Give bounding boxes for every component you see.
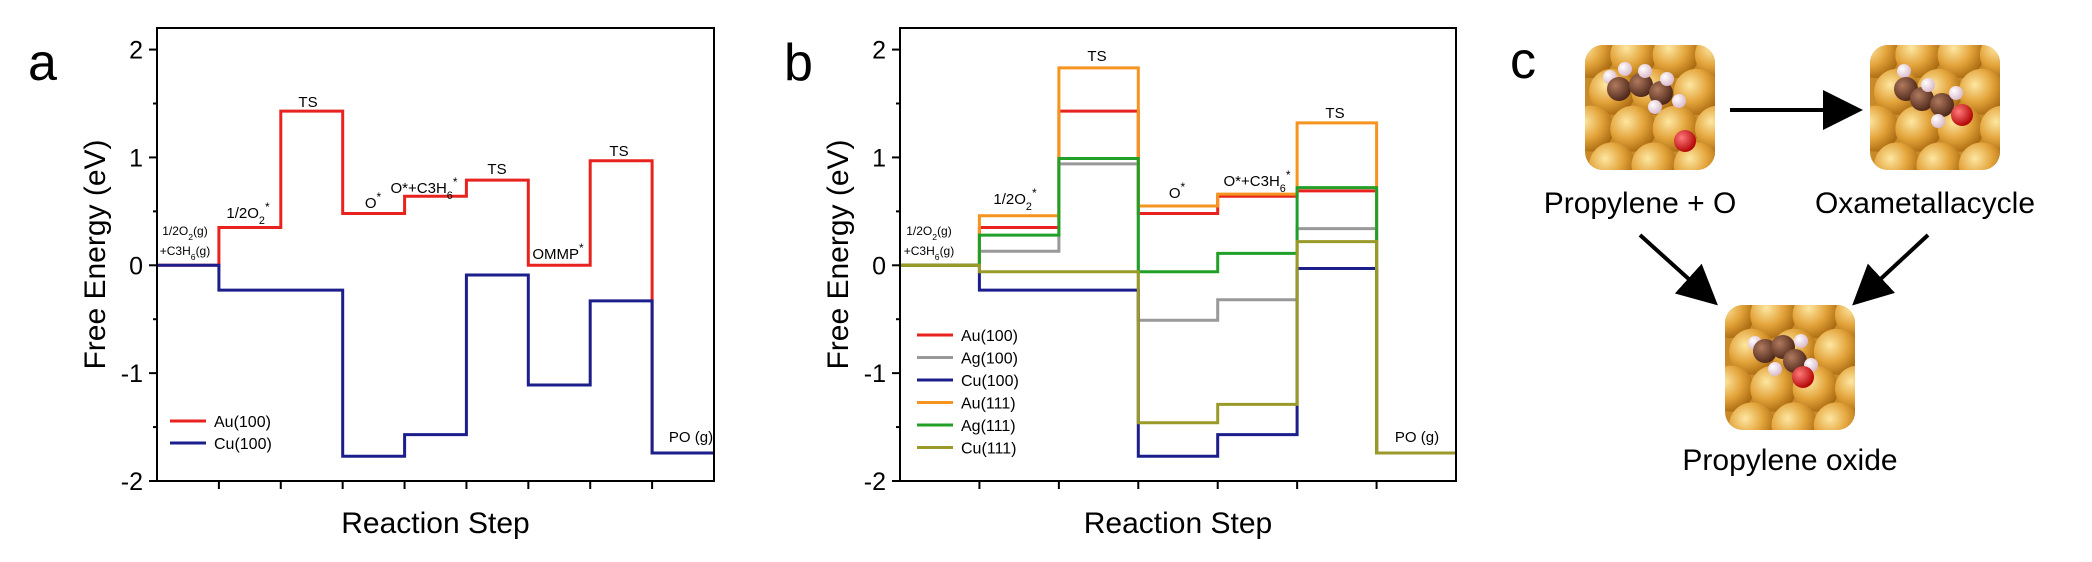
y-tick-label: -1 (864, 360, 886, 388)
label-propylene-oxide: Propylene oxide (1682, 444, 1897, 477)
step-annotation: O*+C3H6* (391, 175, 458, 202)
panel-label-a: a (28, 34, 57, 92)
chart-panel-a: 2 1 0 -1 -2 Reaction Step Free Energy (eV) 1/2O… (79, 27, 715, 540)
series-line-au100 (157, 109, 714, 455)
y-tick-label: 1 (129, 144, 143, 172)
chart-panel-b: 2 1 0 -1 -2 Reaction Step Free Energy (eV) 1/2O… (822, 27, 1457, 540)
step-annotation: TS (298, 94, 317, 111)
step-annotation: +C3H6(g) (160, 244, 210, 262)
step-annotation: 1/2O2* (993, 186, 1037, 213)
step-annotation: O* (1169, 180, 1186, 202)
y-tick-label: -2 (864, 468, 886, 496)
legend-label: Ag(111) (961, 418, 1016, 435)
legend-label: Cu(100) (961, 373, 1019, 390)
series-line-ag100 (900, 162, 1456, 455)
step-annotation: +C3H6(g) (904, 244, 954, 262)
reaction-scheme: Propylene + O Oxametallacycle Propylene … (1544, 45, 2035, 477)
step-annotation: TS (1325, 105, 1344, 122)
y-tick-label: -2 (121, 468, 143, 496)
step-annotation: TS (609, 143, 628, 160)
legend-label: Au(100) (214, 414, 271, 431)
step-annotation: 1/2O2(g) (906, 224, 951, 242)
legend-label: Cu(111) (961, 441, 1016, 458)
plot-frame (156, 27, 715, 482)
series-line-cu111 (900, 240, 1456, 455)
propylene-o-structure-image (1585, 45, 1715, 170)
arrow-down-left (1852, 233, 1930, 306)
legend-label: Ag(100) (961, 351, 1018, 368)
y-tick-label: 2 (872, 37, 886, 65)
step-annotation: TS (1087, 48, 1106, 65)
step-annotation: PO (g) (669, 429, 713, 446)
step-annotation: 1/2O2(g) (162, 224, 207, 242)
step-annotation: 1/2O2* (226, 200, 270, 227)
label-oxametallacycle: Oxametallacycle (1815, 187, 2035, 220)
y-tick-label: -1 (121, 360, 143, 388)
panel-label-c: c (1510, 32, 1536, 90)
legend-label: Au(100) (961, 328, 1018, 345)
arrow-down-right (1638, 233, 1718, 306)
y-tick-label: 2 (129, 37, 143, 65)
y-tick-label: 1 (872, 144, 886, 172)
step-annotation: TS (487, 161, 506, 178)
series-line-au111 (900, 66, 1456, 455)
step-annotation: O* (365, 190, 382, 212)
legend-label: Cu(100) (214, 436, 272, 453)
x-axis-label: Reaction Step (1084, 507, 1272, 540)
y-tick-label: 0 (129, 252, 143, 280)
step-annotation: OMMP* (532, 241, 584, 263)
y-axis-label: Free Energy (eV) (79, 139, 112, 369)
oxametallacycle-structure-image (1870, 45, 2000, 170)
panel-label-b: b (784, 34, 813, 92)
label-propylene-o: Propylene + O (1544, 187, 1737, 220)
step-annotation: O*+C3H6* (1224, 168, 1291, 195)
y-axis-label: Free Energy (eV) (822, 139, 855, 369)
propylene-oxide-structure-image (1725, 305, 1855, 430)
step-annotation: PO (g) (1395, 429, 1439, 446)
series-line-ag111 (900, 157, 1456, 455)
series-line-au100 (900, 109, 1456, 455)
series-line-cu100 (157, 263, 714, 458)
x-axis-label: Reaction Step (341, 507, 529, 540)
plot-frame (899, 27, 1457, 482)
y-tick-label: 0 (872, 252, 886, 280)
legend-label: Au(111) (961, 396, 1016, 413)
